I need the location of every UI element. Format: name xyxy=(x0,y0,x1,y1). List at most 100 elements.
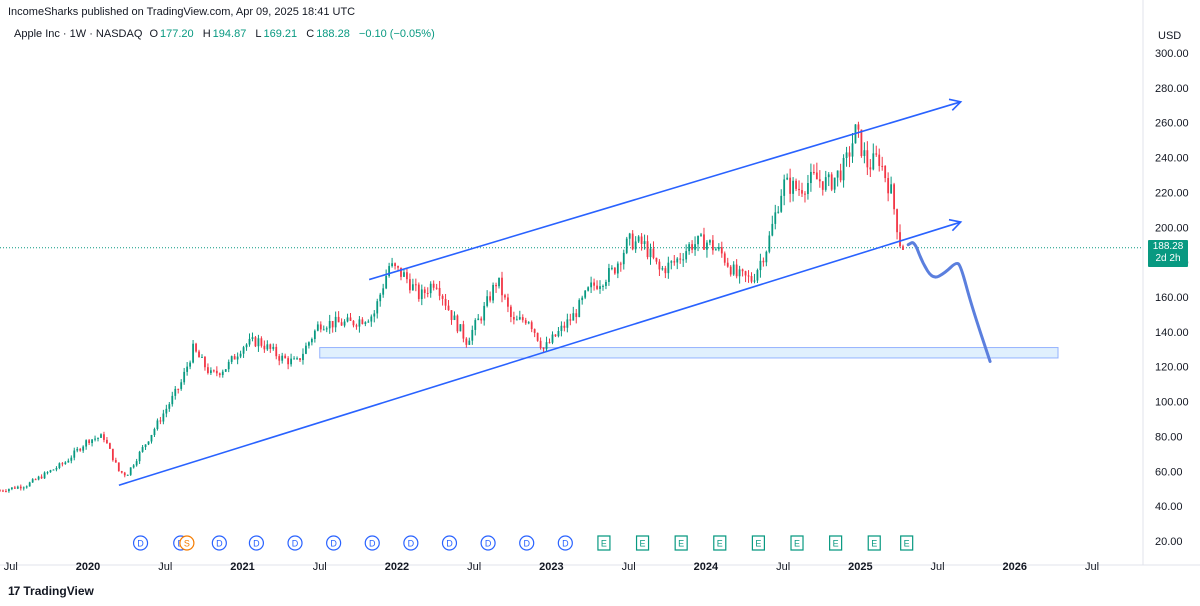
candle-body xyxy=(652,248,655,258)
candle-body xyxy=(548,342,551,344)
candle-body xyxy=(135,461,138,466)
event-marker-d: D xyxy=(480,535,496,551)
candle-body xyxy=(628,233,631,239)
split-label: S xyxy=(184,539,190,549)
candle-body xyxy=(697,235,699,245)
y-tick-label: 80.00 xyxy=(1155,431,1183,443)
candle-body xyxy=(682,259,685,261)
candle-body xyxy=(869,167,872,170)
candle-body xyxy=(738,269,741,277)
candle-body xyxy=(474,320,477,330)
candle-body xyxy=(296,358,298,360)
candle-body xyxy=(521,317,524,321)
x-tick-label: 2024 xyxy=(694,561,719,573)
candle-body xyxy=(486,296,489,306)
y-tick-label: 260.00 xyxy=(1155,118,1189,130)
x-tick-label: 2020 xyxy=(76,561,100,573)
candle-body xyxy=(123,472,126,476)
candle-body xyxy=(848,152,851,157)
candle-body xyxy=(67,460,70,463)
candle-body xyxy=(771,223,774,236)
candle-body xyxy=(711,240,714,251)
candle-body xyxy=(480,318,483,321)
event-marker-e: E xyxy=(790,535,804,551)
candle-body xyxy=(233,356,236,360)
candle-body xyxy=(236,356,239,360)
tradingview-brand[interactable]: 17 TradingView xyxy=(8,584,94,598)
candle-body xyxy=(566,319,569,328)
y-tick-label: 160.00 xyxy=(1155,292,1189,304)
candle-body xyxy=(703,234,705,250)
earnings-icon xyxy=(597,535,611,551)
candle-body xyxy=(411,284,414,291)
candle-body xyxy=(209,370,212,373)
candle-body xyxy=(156,420,159,430)
candle-body xyxy=(441,295,444,299)
candle-body xyxy=(37,476,40,480)
candle-body xyxy=(459,324,462,332)
candle-body xyxy=(400,267,402,277)
candle-body xyxy=(833,177,836,190)
candle-body xyxy=(183,371,186,383)
candle-body xyxy=(79,448,82,451)
dividend-icon xyxy=(287,535,303,551)
candle-body xyxy=(212,370,215,372)
candle-body xyxy=(340,322,343,326)
candle-body xyxy=(361,319,364,324)
event-marker-d: D xyxy=(557,535,573,551)
candle-body xyxy=(109,443,111,449)
earnings-label: E xyxy=(871,539,877,549)
dividend-label: D xyxy=(330,539,337,549)
candle-body xyxy=(310,338,313,343)
candle-body xyxy=(878,154,881,166)
close-value: 188.28 xyxy=(316,28,350,40)
candle-body xyxy=(706,242,708,250)
candle-body xyxy=(815,172,818,180)
candle-body xyxy=(180,382,183,389)
y-tick-label: 120.00 xyxy=(1155,362,1189,374)
candle-body xyxy=(685,251,688,260)
event-marker-e: E xyxy=(635,535,650,551)
earnings-icon xyxy=(674,535,688,551)
change-value: −0.10 (−0.05%) xyxy=(358,28,435,40)
candle-body xyxy=(132,465,135,468)
candle-body xyxy=(334,316,337,328)
close-label: C xyxy=(306,28,315,40)
bar-countdown: 2d 2h xyxy=(1155,253,1181,264)
candle-body xyxy=(263,345,266,350)
candle-body xyxy=(284,355,287,359)
candle-body xyxy=(613,267,616,274)
candle-body xyxy=(114,460,117,463)
y-tick-label: 200.00 xyxy=(1155,222,1189,234)
candle-body xyxy=(887,178,890,194)
candle-body xyxy=(789,177,792,194)
candle-body xyxy=(762,260,765,263)
candle-body xyxy=(714,249,717,251)
candle-body xyxy=(893,184,895,210)
lower-channel-arrow xyxy=(118,221,961,486)
candle-body xyxy=(857,124,860,130)
candle-body xyxy=(539,340,542,348)
dividend-icon xyxy=(326,535,342,551)
candle-body xyxy=(120,471,123,473)
candle-body xyxy=(438,288,441,296)
candle-body xyxy=(839,170,842,181)
candle-body xyxy=(61,463,64,465)
candle-body xyxy=(316,324,319,331)
candle-body xyxy=(358,319,361,327)
candle-body xyxy=(85,440,88,447)
candle-body xyxy=(691,244,693,250)
symbol-label: Apple Inc · 1W · NASDAQ xyxy=(14,28,143,40)
earnings-icon xyxy=(713,535,727,551)
candle-body xyxy=(605,282,607,286)
candle-body xyxy=(572,313,575,321)
y-tick-label: 40.00 xyxy=(1155,501,1183,513)
candle-body xyxy=(373,313,376,317)
candle-body xyxy=(278,356,281,361)
candle-body xyxy=(31,479,34,483)
candle-body xyxy=(355,325,358,327)
candle-body xyxy=(453,315,456,321)
candle-body xyxy=(750,276,753,282)
candle-body xyxy=(174,388,177,396)
